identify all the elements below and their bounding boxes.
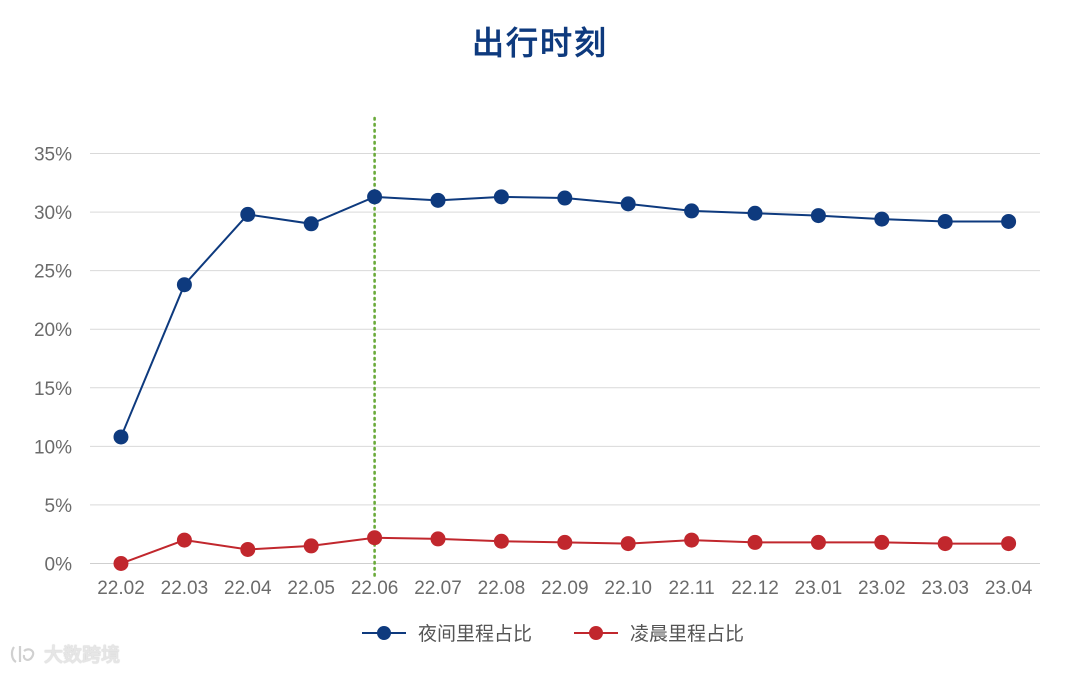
legend-label: 凌晨里程占比 <box>630 623 744 645</box>
data-point <box>1001 213 1017 229</box>
data-point <box>367 189 383 205</box>
x-tick-label: 23.03 <box>921 578 969 599</box>
x-tick-label: 22.07 <box>414 578 462 599</box>
x-tick-label: 22.03 <box>161 578 209 599</box>
y-tick-label: 5% <box>45 496 73 517</box>
series-line-1 <box>120 195 1009 438</box>
data-point <box>430 192 446 208</box>
x-tick-label: 22.12 <box>731 578 779 599</box>
x-tick-label: 22.11 <box>669 578 715 599</box>
data-point <box>810 208 826 224</box>
data-point <box>747 205 763 221</box>
data-point <box>367 530 383 546</box>
y-tick-label: 20% <box>34 320 72 341</box>
watermark-logo-icon <box>10 645 35 663</box>
data-point <box>303 216 319 232</box>
y-tick-label: 30% <box>34 203 72 224</box>
data-point <box>240 206 256 222</box>
y-tick-label: 10% <box>34 437 72 458</box>
data-point <box>176 532 192 548</box>
data-point <box>113 556 129 571</box>
data-point <box>493 533 509 549</box>
x-tick-label: 22.02 <box>97 578 145 599</box>
x-tick-label: 22.05 <box>287 578 335 599</box>
data-point <box>874 211 890 227</box>
data-point <box>557 190 573 206</box>
data-point <box>620 196 636 212</box>
data-point <box>747 534 763 550</box>
data-point <box>493 189 509 205</box>
y-tick-label: 25% <box>34 262 72 283</box>
x-tick-label: 22.06 <box>351 578 399 599</box>
y-tick-label: 15% <box>34 379 72 400</box>
watermark-text: 大数跨境 <box>44 644 121 666</box>
data-point <box>684 203 700 219</box>
data-point <box>240 541 256 557</box>
x-tick-label: 22.10 <box>604 578 652 599</box>
data-point <box>937 213 953 229</box>
x-tick-label: 23.02 <box>858 578 906 599</box>
data-point <box>684 532 700 548</box>
data-point <box>430 531 446 547</box>
x-tick-label: 23.01 <box>795 578 843 599</box>
data-point <box>937 536 953 552</box>
legend-marker <box>589 626 603 640</box>
x-tick-label: 23.04 <box>985 578 1033 599</box>
x-tick-label: 22.09 <box>541 578 589 599</box>
data-point <box>1001 536 1017 552</box>
data-point <box>176 277 192 293</box>
x-tick-label: 22.04 <box>224 578 272 599</box>
legend-label: 夜间里程占比 <box>418 623 532 645</box>
data-point <box>113 429 129 445</box>
data-point <box>620 536 636 552</box>
data-point <box>874 534 890 550</box>
x-tick-label: 22.08 <box>478 578 526 599</box>
y-tick-label: 0% <box>45 555 73 576</box>
watermark: 大数跨境 <box>10 640 120 667</box>
chart-title: 出行时刻 <box>471 24 608 62</box>
legend-marker <box>377 626 391 640</box>
data-point <box>810 534 826 550</box>
y-tick-label: 35% <box>34 145 72 166</box>
data-point <box>557 534 573 550</box>
data-point <box>303 538 319 554</box>
